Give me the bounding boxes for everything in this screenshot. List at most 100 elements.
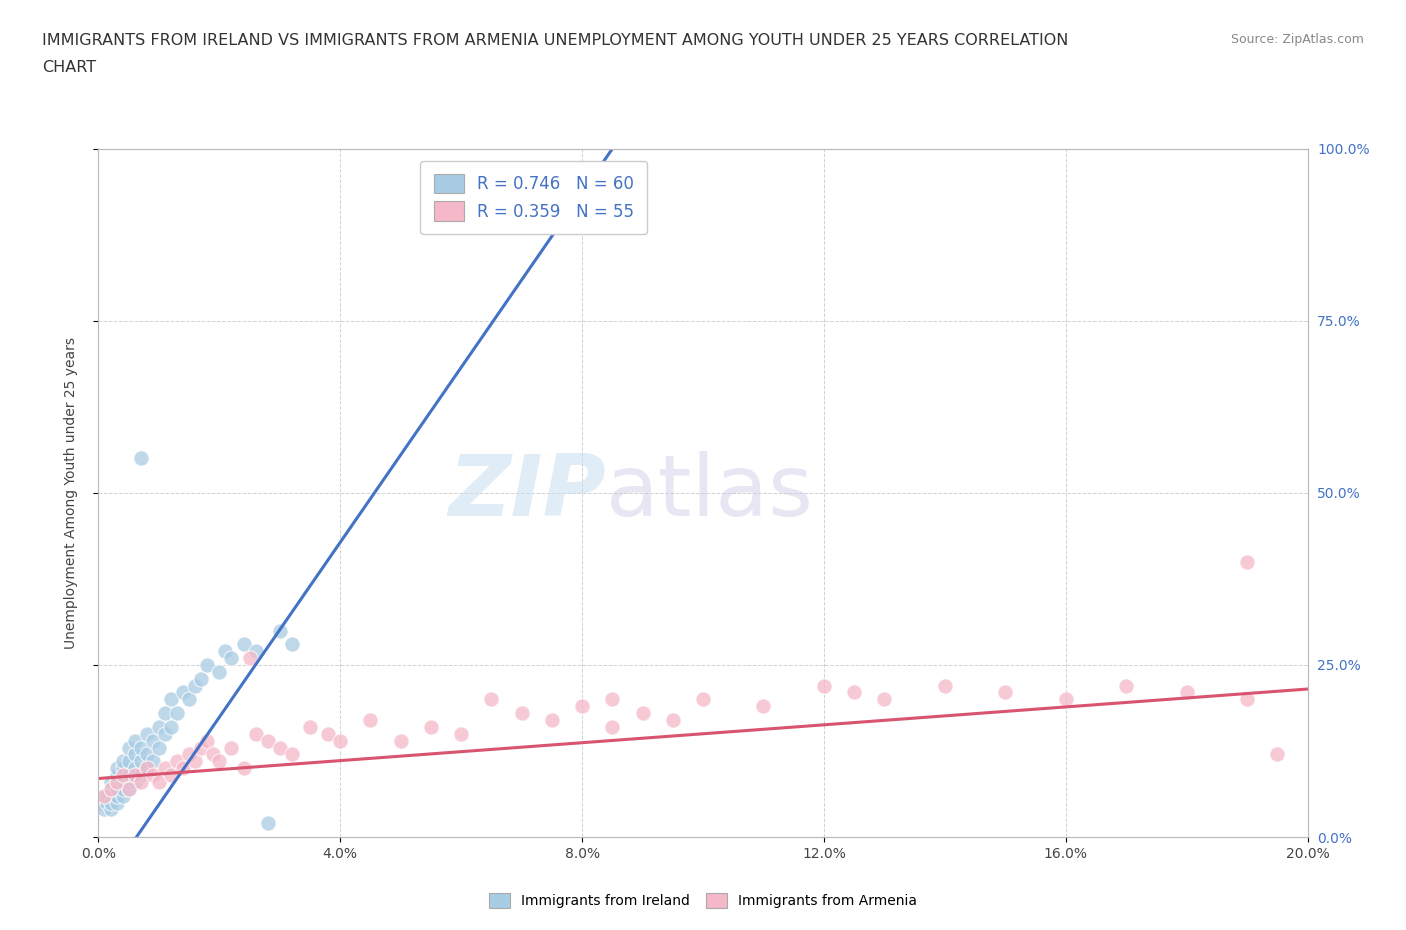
Point [256,733,278,748]
Point [105,795,128,810]
Point [142,767,165,782]
Point [100,781,122,796]
Point [124,733,146,748]
Point [316,726,339,741]
Point [214,644,236,658]
Point [118,781,141,796]
Point [1267,747,1289,762]
Text: atlas: atlas [606,451,814,535]
Point [1054,692,1077,707]
Point [103,789,125,804]
Point [105,781,128,796]
Point [111,754,134,769]
Point [256,816,278,830]
Point [153,761,176,776]
Point [389,733,412,748]
Point [752,698,775,713]
Point [124,761,146,776]
Point [1175,685,1198,700]
Point [93,802,115,817]
Point [269,623,291,638]
Point [105,789,128,804]
Point [221,740,243,755]
Point [692,692,714,707]
Point [602,720,624,735]
Point [135,761,157,776]
Point [100,775,122,790]
Point [195,658,218,672]
Point [93,789,115,804]
Point [540,712,562,727]
Legend: R = 0.746   N = 60, R = 0.359   N = 55: R = 0.746 N = 60, R = 0.359 N = 55 [420,161,647,234]
Point [135,747,157,762]
Point [631,706,654,721]
Text: IMMIGRANTS FROM IRELAND VS IMMIGRANTS FROM ARMENIA UNEMPLOYMENT AMONG YOUTH UNDE: IMMIGRANTS FROM IRELAND VS IMMIGRANTS FR… [42,33,1069,47]
Point [124,747,146,762]
Point [129,740,152,755]
Point [202,747,225,762]
Point [111,761,134,776]
Point [148,775,170,790]
Point [184,754,207,769]
Point [299,720,322,735]
Point [111,775,134,790]
Point [96,795,118,810]
Point [934,678,956,693]
Point [166,706,188,721]
Point [329,733,352,748]
Point [245,644,267,658]
Point [662,712,685,727]
Point [208,754,231,769]
Point [118,754,141,769]
Point [148,720,170,735]
Point [118,775,141,790]
Point [118,781,141,796]
Point [813,678,835,693]
Point [179,692,201,707]
Point [360,712,382,727]
Point [221,651,243,666]
Point [844,685,866,700]
Point [602,692,624,707]
Point [184,678,207,693]
Y-axis label: Unemployment Among Youth under 25 years: Unemployment Among Youth under 25 years [63,337,77,649]
Point [105,775,128,790]
Point [124,775,146,790]
Point [245,726,267,741]
Point [111,789,134,804]
Point [239,651,262,666]
Point [129,754,152,769]
Point [172,761,194,776]
Point [118,767,141,782]
Point [142,733,165,748]
Point [1115,678,1137,693]
Point [105,767,128,782]
Legend: Immigrants from Ireland, Immigrants from Armenia: Immigrants from Ireland, Immigrants from… [484,888,922,914]
Point [208,664,231,679]
Point [232,761,254,776]
Point [148,740,170,755]
Point [873,692,896,707]
Point [1236,692,1258,707]
Point [129,451,152,466]
Point [153,706,176,721]
Point [269,740,291,755]
Text: ZIP: ZIP [449,451,606,535]
Text: CHART: CHART [42,60,96,75]
Point [135,761,157,776]
Point [142,754,165,769]
Point [1236,554,1258,569]
Point [481,692,503,707]
Point [166,754,188,769]
Point [90,795,112,810]
Point [160,720,183,735]
Point [135,726,157,741]
Point [105,775,128,790]
Point [190,671,212,686]
Point [111,767,134,782]
Point [111,767,134,782]
Point [118,740,141,755]
Point [571,698,593,713]
Point [160,767,183,782]
Point [96,789,118,804]
